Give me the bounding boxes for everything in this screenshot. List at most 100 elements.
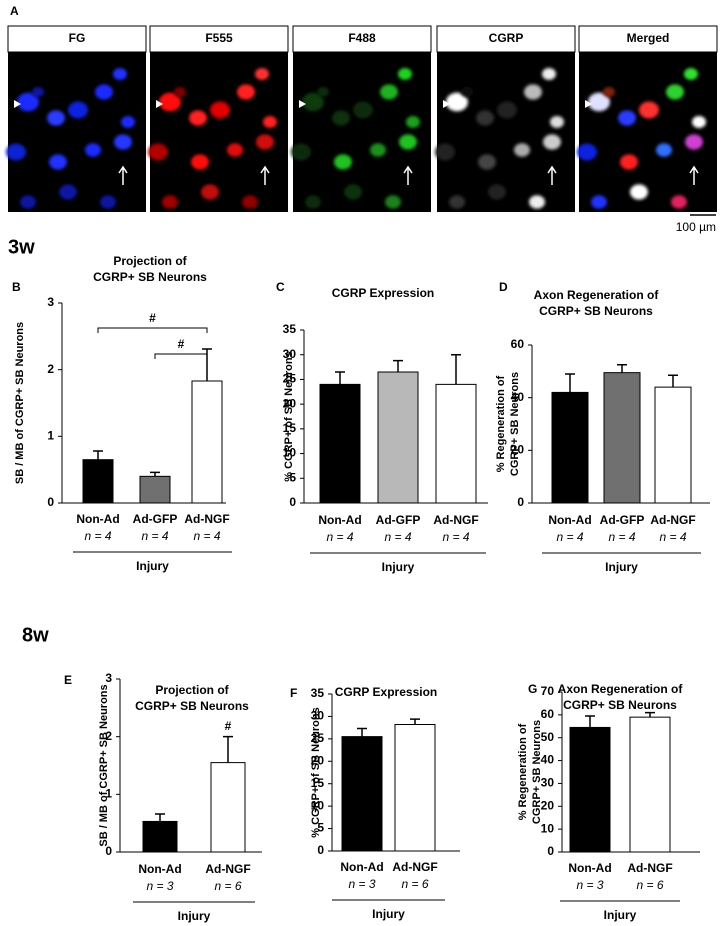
n-label: n = 4 [384, 530, 411, 544]
y-axis-label: SB / MB of CGRP+ SB Neurons [98, 684, 110, 846]
x-tick-label: Non-Ad [138, 862, 181, 876]
chart-title: CGRP+ SB Neurons [539, 304, 653, 318]
y-tick-label: 50 [541, 730, 555, 744]
y-tick-label: 0 [317, 843, 324, 857]
arrow [118, 165, 128, 185]
x-tick-label: Ad-NGF [627, 861, 672, 875]
cell [162, 195, 178, 209]
bar [603, 372, 641, 504]
cell [332, 110, 350, 126]
cell [148, 143, 168, 161]
y-tick-label: 15 [283, 421, 297, 435]
chart-title: Axon Regeneration of [534, 288, 660, 302]
x-tick-label: Ad-NGF [392, 860, 437, 874]
y-axis-label: % CGRP+ of SB Neurons [283, 351, 295, 482]
arrowhead [156, 100, 163, 108]
chart-title: CGRP+ SB Neurons [93, 270, 207, 284]
x-tick-label: Ad-NGF [205, 862, 250, 876]
cell [497, 101, 517, 119]
significance-bracket [154, 353, 208, 359]
chart-title: Projection of [155, 683, 229, 697]
cell [6, 143, 26, 161]
y-tick-label: 20 [511, 443, 525, 457]
y-tick-label: 0 [547, 844, 554, 858]
cell [210, 101, 230, 119]
x-axis-label: Injury [382, 560, 415, 574]
x-tick-label: Non-Ad [76, 512, 119, 526]
cell [237, 84, 255, 100]
cell [449, 195, 465, 209]
y-tick-label: 2 [47, 362, 54, 376]
y-axis-label: CGRP+ SB Neurons [509, 372, 521, 476]
bar [569, 726, 611, 853]
y-tick-label: 10 [283, 446, 297, 460]
arrowhead [299, 100, 306, 108]
x-axis-label: Injury [178, 909, 211, 923]
cell [85, 143, 101, 157]
cell [478, 154, 496, 170]
y-tick-label: 5 [289, 470, 296, 484]
bar [629, 716, 671, 853]
cell [514, 143, 530, 157]
cell [68, 101, 88, 119]
y-tick-label: 20 [311, 753, 325, 767]
n-label: n = 6 [401, 877, 428, 891]
cell [291, 143, 311, 161]
arrow [547, 165, 557, 185]
cell [47, 110, 65, 126]
cell [114, 134, 132, 150]
x-tick-label: Ad-GFP [376, 513, 421, 527]
y-tick-label: 30 [541, 776, 555, 790]
cell [618, 110, 636, 126]
x-axis-label: Injury [136, 559, 169, 573]
cell [550, 116, 564, 128]
cell [476, 110, 494, 126]
error-bar [617, 364, 627, 373]
y-axis-label: SB / MB of CGRP+ SB Neurons [14, 322, 26, 484]
label-box [292, 25, 432, 53]
y-tick-label: 1 [105, 787, 112, 801]
cell [17, 92, 39, 112]
n-label: n = 3 [576, 878, 603, 892]
chart-title: CGRP+ SB Neurons [563, 698, 677, 712]
x-tick-label: Ad-GFP [600, 513, 645, 527]
significance-label: # [149, 311, 156, 325]
y-axis-label: % Regeneration of [495, 375, 507, 472]
y-tick-label: 60 [541, 707, 555, 721]
y-tick-label: 3 [47, 295, 54, 309]
cell [666, 84, 684, 100]
cell [399, 134, 417, 150]
y-tick-label: 0 [517, 495, 524, 509]
bar [394, 724, 436, 852]
cell [174, 86, 186, 98]
bar [210, 762, 246, 853]
x-tick-label: Non-Ad [318, 513, 361, 527]
panel-letter: F [290, 686, 297, 700]
cell [20, 195, 36, 209]
cell [656, 143, 672, 157]
y-tick-label: 40 [541, 753, 555, 767]
section-label: 3w [8, 236, 35, 258]
cell [543, 134, 561, 150]
arrowhead [585, 100, 592, 108]
error-bar [150, 471, 160, 477]
error-bar [357, 727, 367, 737]
y-tick-label: 0 [105, 844, 112, 858]
bar [82, 459, 114, 504]
cell [370, 143, 386, 157]
cell [446, 92, 468, 112]
cell [542, 68, 556, 80]
chart-title: Axon Regeneration of [558, 682, 684, 696]
error-bar [668, 374, 678, 388]
error-bar [585, 715, 595, 728]
cell [639, 101, 659, 119]
cell [588, 92, 610, 112]
cell [334, 154, 352, 170]
cell [603, 86, 615, 98]
y-tick-label: 10 [541, 821, 555, 835]
cell [435, 143, 455, 161]
bar [435, 383, 477, 504]
cell [242, 195, 258, 209]
cell [32, 86, 44, 98]
panel-letter: D [499, 280, 508, 294]
